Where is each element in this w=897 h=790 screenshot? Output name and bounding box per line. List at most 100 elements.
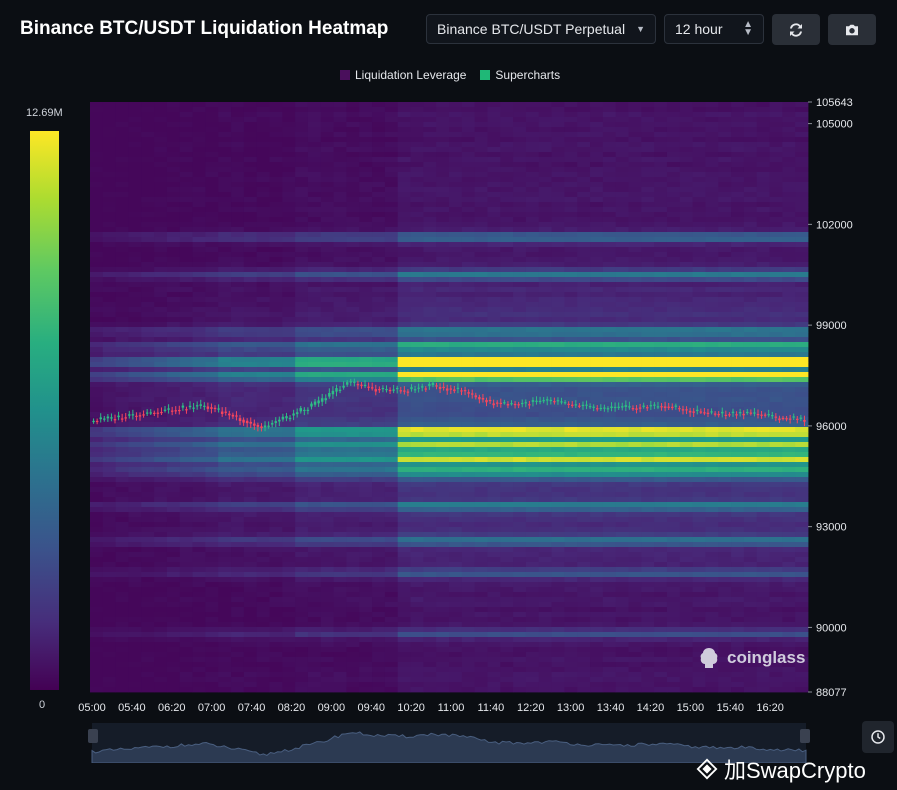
heatmap-cell bbox=[320, 412, 335, 418]
heatmap-cell bbox=[436, 192, 450, 198]
heatmap-cell bbox=[743, 382, 758, 388]
heatmap-cell bbox=[231, 127, 245, 133]
heatmap-cell bbox=[743, 112, 758, 118]
heatmap-cell bbox=[615, 527, 629, 533]
heatmap-cell bbox=[564, 457, 578, 463]
heatmap-cell bbox=[782, 117, 796, 123]
heatmap-cell bbox=[743, 372, 758, 378]
heatmap-cell bbox=[615, 342, 629, 348]
heatmap-cell bbox=[141, 467, 155, 473]
heatmap-cell bbox=[333, 522, 347, 528]
heatmap-cell bbox=[679, 537, 694, 543]
heatmap-cell bbox=[128, 507, 142, 513]
heatmap-cell bbox=[513, 142, 527, 148]
heatmap-cell bbox=[90, 517, 104, 523]
heatmap-cell bbox=[218, 327, 232, 333]
heatmap-cell bbox=[256, 262, 270, 268]
heatmap-cell bbox=[666, 382, 681, 388]
heatmap-cell bbox=[166, 327, 181, 333]
heatmap-cell bbox=[295, 212, 309, 218]
heatmap-cell bbox=[307, 127, 322, 133]
heatmap-cell bbox=[538, 102, 552, 108]
heatmap-cell bbox=[538, 247, 552, 253]
heatmap-cell bbox=[654, 437, 668, 443]
legend-item-liquidation-leverage[interactable]: Liquidation Leverage bbox=[340, 68, 466, 82]
heatmap-cell bbox=[436, 477, 450, 483]
heatmap-cell bbox=[602, 282, 617, 288]
exchange-pair-select[interactable]: Binance BTC/USDT Perpetual ▼ bbox=[426, 14, 656, 44]
heatmap-cell bbox=[705, 507, 719, 513]
refresh-button[interactable] bbox=[772, 14, 820, 45]
heatmap-cell bbox=[205, 377, 219, 383]
heatmap-cell bbox=[346, 347, 360, 353]
heatmap-cell bbox=[513, 237, 527, 243]
heatmap-cell bbox=[372, 437, 386, 443]
heatmap-cell bbox=[320, 522, 335, 528]
heatmap-cell bbox=[538, 442, 552, 448]
heatmap-cell bbox=[513, 337, 527, 343]
heatmap-cell bbox=[128, 257, 142, 263]
heatmap-cell bbox=[333, 122, 347, 128]
heatmap-cell bbox=[551, 147, 565, 153]
heatmap-cell bbox=[679, 122, 694, 128]
heatmap-cell bbox=[359, 212, 373, 218]
heatmap-cell bbox=[423, 222, 437, 228]
heatmap-cell bbox=[320, 542, 335, 548]
heatmap-cell bbox=[102, 232, 117, 238]
heatmap-cell bbox=[179, 237, 193, 243]
heatmap-cell bbox=[333, 162, 347, 168]
heatmap-cell bbox=[487, 442, 501, 448]
heatmap-cell bbox=[551, 112, 565, 118]
heatmap-cell bbox=[756, 212, 770, 218]
heatmap-cell bbox=[769, 102, 783, 108]
heatmap-cell bbox=[538, 287, 552, 293]
heatmap-cell bbox=[577, 132, 591, 138]
heatmap-cell bbox=[487, 117, 501, 123]
heatmap-cell bbox=[731, 187, 745, 193]
heatmap-cell bbox=[795, 197, 809, 203]
exchange-pair-value: Binance BTC/USDT Perpetual bbox=[437, 21, 626, 37]
heatmap-cell bbox=[513, 147, 527, 153]
heatmap-cell bbox=[372, 317, 386, 323]
heatmap-cell bbox=[154, 167, 168, 173]
heatmap-cell bbox=[102, 182, 117, 188]
heatmap-cell bbox=[692, 362, 706, 368]
heatmap-cell bbox=[346, 162, 360, 168]
heatmap-cell bbox=[359, 292, 373, 298]
heatmap-cell bbox=[654, 327, 668, 333]
heatmap-cell bbox=[282, 447, 296, 453]
legend-item-supercharts[interactable]: Supercharts bbox=[480, 68, 560, 82]
heatmap-cell bbox=[666, 482, 681, 488]
heatmap-cell bbox=[615, 522, 629, 528]
heatmap-cell bbox=[384, 492, 399, 498]
heatmap-cell bbox=[564, 472, 578, 478]
heatmap-cell bbox=[731, 382, 745, 388]
heatmap-cell bbox=[590, 447, 604, 453]
heatmap-cell bbox=[500, 532, 514, 538]
heatmap-cell bbox=[628, 137, 642, 143]
heatmap-cell bbox=[666, 527, 681, 533]
heatmap-cell bbox=[769, 192, 783, 198]
heatmap-cell bbox=[372, 412, 386, 418]
heatmap-cell bbox=[269, 397, 283, 403]
heatmap-cell bbox=[372, 277, 386, 283]
heatmap-cell bbox=[218, 107, 232, 113]
heatmap-cell bbox=[743, 147, 758, 153]
heatmap-cell bbox=[320, 122, 335, 128]
time-range-select[interactable]: 12 hour ▲ ▼ bbox=[664, 14, 764, 44]
heatmap-cell bbox=[795, 282, 809, 288]
heatmap-chart[interactable]: 1056431050001020009900096000930009000088… bbox=[0, 0, 897, 720]
heatmap-cell bbox=[410, 427, 424, 433]
heatmap-cell bbox=[359, 167, 373, 173]
heatmap-cell bbox=[525, 512, 540, 518]
heatmap-cell bbox=[282, 292, 296, 298]
heatmap-cell bbox=[218, 387, 232, 393]
heatmap-cell bbox=[333, 302, 347, 308]
screenshot-button[interactable] bbox=[828, 14, 876, 45]
heatmap-cell bbox=[410, 402, 424, 408]
heatmap-cell bbox=[718, 287, 732, 293]
heatmap-cell bbox=[590, 462, 604, 468]
heatmap-cell bbox=[102, 387, 117, 393]
heatmap-cell bbox=[641, 337, 655, 343]
heatmap-cell bbox=[243, 492, 258, 498]
